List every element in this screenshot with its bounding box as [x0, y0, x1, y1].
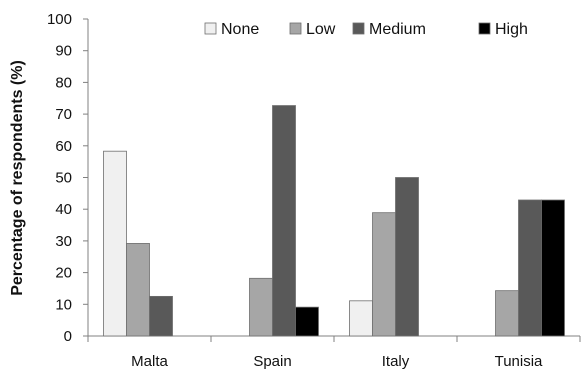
legend-swatch-high	[478, 22, 491, 35]
bar-low-tunisia	[495, 290, 519, 337]
legend-swatch-medium	[352, 22, 365, 35]
legend-label-high: High	[495, 21, 528, 38]
x-category-label: Spain	[253, 353, 291, 370]
y-tick-label: 80	[55, 74, 72, 91]
y-tick-label: 90	[55, 43, 72, 60]
legend-label-medium: Medium	[369, 21, 426, 38]
y-tick-label: 20	[55, 265, 72, 282]
y-tick-label: 10	[55, 296, 72, 313]
y-tick-label: 40	[55, 201, 72, 218]
legend-swatch-none	[204, 22, 217, 35]
bar-medium-malta	[149, 295, 173, 337]
y-tick-label: 0	[64, 328, 72, 345]
bar-low-italy	[372, 212, 396, 337]
y-tick-label: 100	[47, 11, 72, 28]
bar-medium-tunisia	[518, 199, 542, 337]
legend-swatch-low	[289, 22, 302, 35]
x-category-label: Malta	[131, 353, 168, 370]
bar-medium-italy	[395, 177, 419, 337]
legend-label-low: Low	[306, 21, 336, 38]
bar-none-malta	[103, 150, 127, 337]
y-tick-label: 70	[55, 106, 72, 123]
legend: None Low Medium High	[204, 21, 528, 38]
bar-high-tunisia	[541, 199, 565, 337]
x-category-label: Tunisia	[495, 353, 543, 370]
x-category-label: Italy	[382, 353, 410, 370]
y-tick-label: 60	[55, 138, 72, 155]
bar-none-italy	[349, 300, 373, 337]
bars	[103, 105, 565, 337]
bar-low-spain	[249, 277, 273, 337]
y-tick-label: 50	[55, 170, 72, 187]
legend-label-none: None	[221, 21, 259, 38]
x-axis: Malta Spain Italy Tunisia	[87, 335, 581, 370]
bar-low-malta	[126, 243, 150, 337]
y-axis: 0 10 20 30 40 50 60 70 80 90 100	[47, 11, 89, 345]
bar-high-spain	[295, 306, 319, 337]
y-tick-label: 30	[55, 233, 72, 250]
y-axis-label: Percentage of respondents (%)	[9, 60, 26, 296]
bar-medium-spain	[272, 105, 296, 337]
